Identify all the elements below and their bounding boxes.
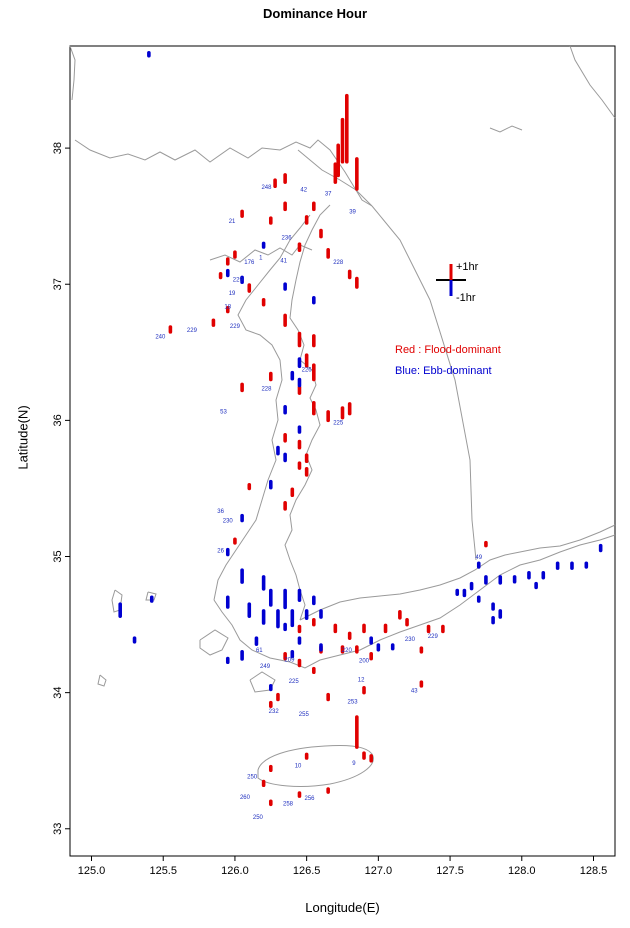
y-tick-label: 36 [52, 414, 64, 426]
coast-south [213, 534, 616, 669]
station-label: 229 [233, 278, 244, 284]
station-label: 1 [259, 256, 263, 262]
station-label: 236 [282, 235, 293, 241]
coast-north-inland [297, 149, 373, 207]
ebb-dominant-markers [118, 51, 603, 692]
jeju-island [257, 745, 374, 787]
station-label: 232 [269, 709, 280, 715]
legend: Red : Flood-dominant Blue: Ebb-dominant [395, 344, 501, 377]
station-label: 226 [302, 367, 313, 373]
flood-dominant-markers [168, 93, 488, 807]
station-label: 229 [187, 328, 198, 334]
station-label: 61 [256, 648, 263, 654]
station-label: 53 [220, 410, 227, 416]
x-tick-label: 128.0 [508, 865, 536, 877]
station-label: 12 [358, 678, 365, 684]
x-axis-label: Longitude(E) [305, 900, 380, 915]
axis-ticks-layer: 125.0 125.5 126.0 126.5 127.0 127.5 128.0 128.5… [52, 142, 607, 877]
x-tick-label: 126.0 [221, 865, 249, 877]
station-label: 220 [342, 648, 353, 654]
station-label: 240 [155, 335, 166, 341]
coast-nw-corner [69, 45, 76, 101]
station-label: 49 [475, 555, 482, 561]
station-label: 209 [284, 657, 295, 663]
station-label: 230 [405, 637, 416, 643]
coast-north-korea [74, 139, 373, 207]
island-southwest-group [199, 629, 229, 656]
station-label: 258 [283, 802, 294, 808]
coastline-layer [69, 45, 616, 787]
island-west-3 [97, 674, 107, 687]
station-label: 229 [230, 324, 241, 330]
station-label: 176 [244, 260, 255, 266]
scale-down-label: -1hr [456, 292, 476, 304]
station-label: 225 [289, 679, 300, 685]
x-tick-label: 126.5 [293, 865, 321, 877]
coast-kyunggi-islands [209, 244, 313, 263]
coast-mainland-east [371, 205, 477, 561]
x-tick-label: 125.5 [149, 865, 177, 877]
station-label: 250 [247, 774, 258, 780]
y-tick-label: 37 [52, 278, 64, 290]
station-labels: 21 248 42 37 39 236 1 176 41 228 229 19 18 229 229 240 2… [155, 185, 482, 821]
station-label: 26 [217, 548, 224, 554]
station-label: 18 [224, 305, 231, 311]
coast-east-north [489, 125, 523, 133]
plot-frame [69, 45, 616, 857]
coast-west-inner [213, 214, 311, 601]
coast-south-inner [299, 524, 616, 621]
station-label: 229 [428, 634, 439, 640]
y-tick-label: 35 [52, 550, 64, 562]
station-label: 253 [348, 700, 359, 706]
y-tick-label: 34 [52, 687, 64, 699]
chart-title: Dominance Hour [262, 6, 367, 21]
station-label: 228 [261, 386, 272, 392]
station-label: 228 [333, 260, 344, 266]
x-tick-label: 125.0 [78, 865, 106, 877]
station-label: 200 [359, 659, 370, 665]
station-label: 42 [300, 188, 307, 194]
station-label: 21 [229, 219, 236, 225]
station-label: 41 [280, 258, 287, 264]
station-label: 36 [217, 509, 224, 515]
y-tick-label: 33 [52, 823, 64, 835]
x-tick-label: 128.5 [580, 865, 608, 877]
station-label: 250 [253, 815, 264, 821]
scale-indicator: +1hr -1hr [436, 261, 479, 304]
station-label: 10 [295, 764, 302, 770]
station-label: 39 [349, 209, 356, 215]
station-label: 9 [352, 761, 356, 767]
station-label: 19 [229, 291, 236, 297]
station-label: 225 [333, 420, 344, 426]
legend-ebb: Blue: Ebb-dominant [395, 365, 492, 377]
legend-flood: Red : Flood-dominant [395, 344, 501, 356]
station-label: 256 [305, 796, 316, 802]
station-label: 249 [260, 664, 271, 670]
coast-west [284, 204, 331, 621]
station-label: 255 [299, 712, 310, 718]
x-tick-label: 127.5 [436, 865, 464, 877]
coast-far-north [569, 45, 616, 119]
x-tick-label: 127.0 [365, 865, 393, 877]
station-label: 43 [411, 689, 418, 695]
station-label: 248 [261, 185, 272, 191]
station-label: 230 [223, 518, 234, 524]
island-west-1 [111, 589, 123, 613]
island-west-2 [145, 591, 157, 601]
station-label: 37 [325, 192, 332, 198]
y-tick-label: 38 [52, 142, 64, 154]
island-south-group [249, 671, 276, 693]
station-label: 260 [240, 795, 251, 801]
scale-up-label: +1hr [456, 261, 479, 273]
